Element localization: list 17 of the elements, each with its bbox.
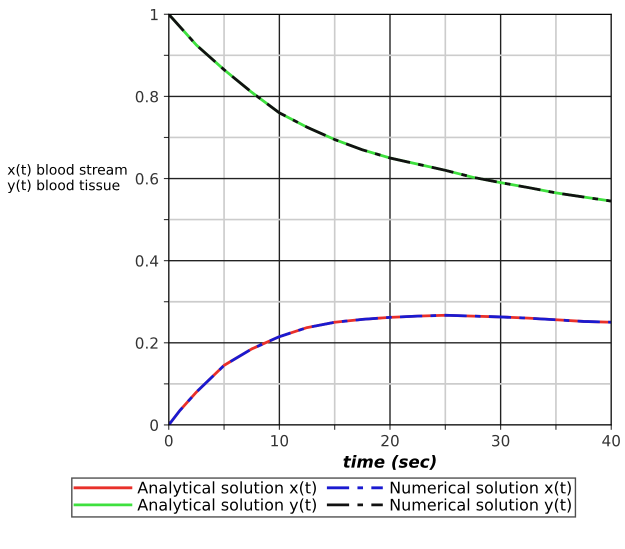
- y-axis-title: x(t) blood stream y(t) blood tissue: [8, 164, 127, 194]
- x-tick-label: 30: [492, 434, 510, 446]
- x-tick-label: 0: [164, 434, 173, 446]
- x-tick-label: 20: [381, 434, 399, 446]
- legend-label: Analytical solution x(t): [137, 481, 316, 497]
- legend-label: Analytical solution y(t): [137, 498, 316, 514]
- y-tick-label: 0.2: [136, 337, 158, 349]
- y-tick-label: 0.6: [136, 173, 158, 185]
- y-tick-label: 0.4: [136, 255, 158, 267]
- x-axis-title: time (sec): [343, 454, 436, 470]
- x-tick-label: 10: [271, 434, 288, 446]
- y-tick-label: 1: [150, 8, 158, 20]
- x-tick-label: 40: [602, 434, 620, 446]
- legend-label: Numerical solution y(t): [390, 498, 571, 514]
- y-tick-label: 0.8: [136, 90, 158, 102]
- y-tick-label: 0: [150, 419, 158, 431]
- legend-label: Numerical solution x(t): [390, 481, 571, 496]
